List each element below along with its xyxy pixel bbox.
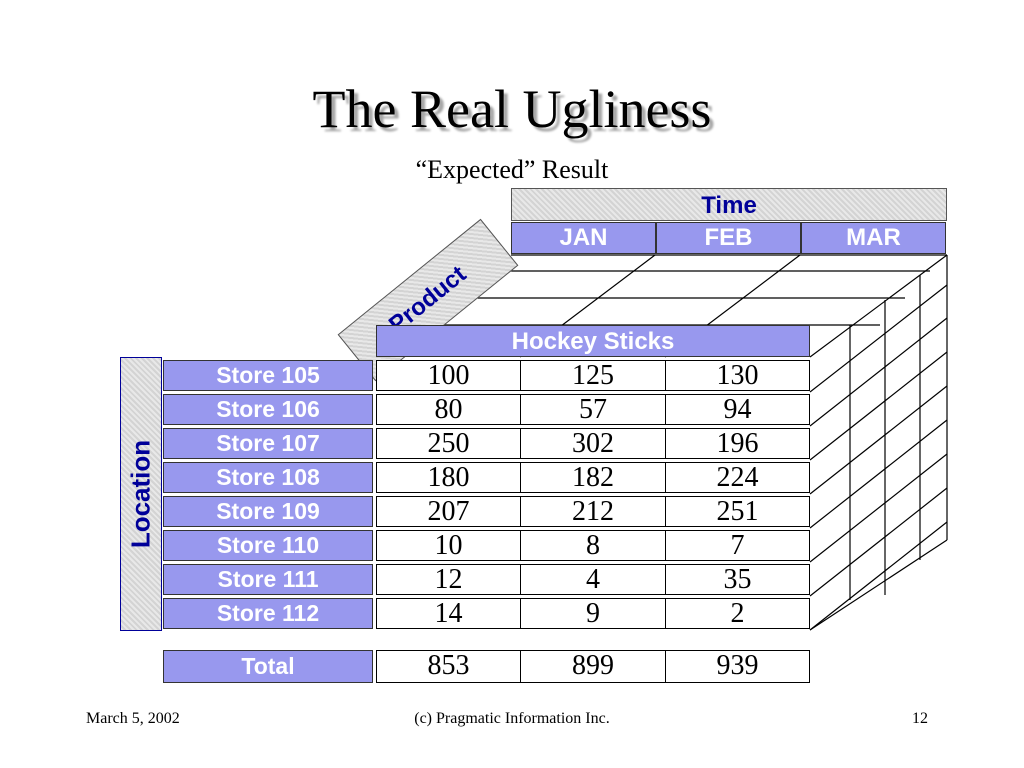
month-header-jan: JAN — [511, 222, 656, 254]
slide-title: The Real Ugliness — [312, 79, 712, 139]
table-cell: 8 — [520, 530, 666, 561]
table-cell: 4 — [520, 564, 666, 595]
product-name-header: Hockey Sticks — [376, 325, 810, 357]
table-cell: 12 — [376, 564, 521, 595]
location-dimension-label: Location — [125, 439, 156, 549]
table-cell: 182 — [520, 462, 666, 493]
store-label-105: Store 105 — [163, 360, 373, 391]
table-cell: 125 — [520, 360, 666, 391]
table-cell: 80 — [376, 394, 521, 425]
location-dimension-header: Location — [120, 357, 162, 631]
store-label-108: Store 108 — [163, 462, 373, 493]
table-cell: 35 — [665, 564, 810, 595]
table-cell: 14 — [376, 598, 521, 629]
store-label-109: Store 109 — [163, 496, 373, 527]
table-cell: 130 — [665, 360, 810, 391]
table-cell: 196 — [665, 428, 810, 459]
footer-copyright: (c) Pragmatic Information Inc. — [414, 710, 610, 727]
footer-page-number: 12 — [912, 710, 928, 727]
store-label-112: Store 112 — [163, 598, 373, 629]
table-cell: 212 — [520, 496, 666, 527]
month-header-mar: MAR — [801, 222, 946, 254]
slide-subtitle: “Expected” Result — [415, 155, 609, 184]
time-dimension-header: Time — [511, 188, 947, 221]
store-label-107: Store 107 — [163, 428, 373, 459]
table-cell: 251 — [665, 496, 810, 527]
total-cell-mar: 939 — [665, 650, 810, 683]
table-cell: 100 — [376, 360, 521, 391]
table-cell: 250 — [376, 428, 521, 459]
table-cell: 2 — [665, 598, 810, 629]
footer-date: March 5, 2002 — [86, 710, 180, 727]
total-cell-feb: 899 — [520, 650, 666, 683]
table-cell: 302 — [520, 428, 666, 459]
table-cell: 94 — [665, 394, 810, 425]
store-label-106: Store 106 — [163, 394, 373, 425]
table-cell: 10 — [376, 530, 521, 561]
table-cell: 224 — [665, 462, 810, 493]
store-label-110: Store 110 — [163, 530, 373, 561]
store-label-111: Store 111 — [163, 564, 373, 595]
table-cell: 9 — [520, 598, 666, 629]
total-label: Total — [163, 650, 373, 683]
table-cell: 207 — [376, 496, 521, 527]
table-cell: 57 — [520, 394, 666, 425]
total-cell-jan: 853 — [376, 650, 521, 683]
month-header-feb: FEB — [656, 222, 801, 254]
table-cell: 180 — [376, 462, 521, 493]
table-cell: 7 — [665, 530, 810, 561]
